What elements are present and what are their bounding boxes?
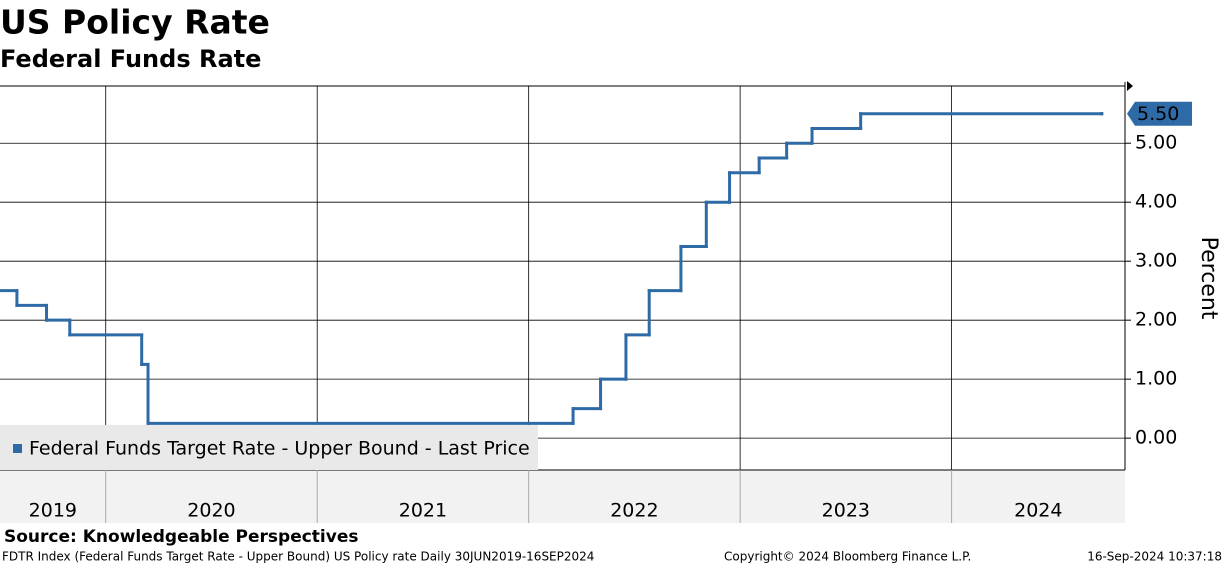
last-price-label: 5.50 [1137, 103, 1179, 125]
y-axis-label: Percent [1196, 237, 1221, 320]
y-tick-label: 0.00 [1135, 427, 1177, 449]
legend-swatch [13, 444, 22, 453]
x-tick-label: 2024 [1014, 500, 1062, 522]
x-tick-label: 2021 [399, 500, 447, 522]
legend-box [0, 425, 538, 470]
legend-label: Federal Funds Target Rate - Upper Bound … [29, 438, 530, 460]
y-tick-label: 2.00 [1135, 309, 1177, 331]
axis-arrow [1127, 81, 1133, 91]
x-tick-label: 2020 [187, 500, 235, 522]
last-price-tag [1127, 101, 1192, 126]
chart-subtitle: Federal Funds Rate [0, 45, 261, 73]
x-tick-label: 2022 [610, 500, 658, 522]
x-tick-label: 2019 [29, 500, 77, 522]
axis-band [0, 470, 1125, 523]
footer-center: Copyright© 2024 Bloomberg Finance L.P. [724, 550, 971, 564]
y-tick-label: 3.00 [1135, 250, 1177, 272]
source: Source: Knowledgeable Perspectives [4, 527, 359, 547]
y-tick-label: 1.00 [1135, 368, 1177, 390]
x-tick-label: 2023 [822, 500, 870, 522]
y-tick-label: 5.00 [1135, 132, 1177, 154]
footer-left: FDTR Index (Federal Funds Target Rate - … [2, 550, 594, 564]
y-tick-label: 4.00 [1135, 191, 1177, 213]
chart-title: US Policy Rate [0, 3, 270, 42]
footer-right: 16-Sep-2024 10:37:18 [1087, 550, 1222, 564]
